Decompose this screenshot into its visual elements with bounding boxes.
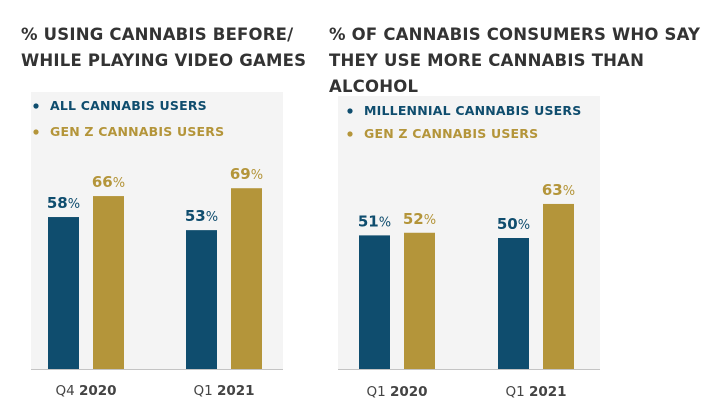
bar-navy-q1-2021 [498,238,529,369]
bar-navy-q4-2020 [48,217,79,369]
chart-left: ALL CANNABIS USERS GEN Z CANNABIS USERS 58… [31,98,283,399]
bar-navy-q1-2021 [186,230,217,369]
chart-title-left-line-1: % USING CANNABIS BEFORE/ [21,25,294,44]
data-label-gold-q1-2021: 63% [542,181,575,199]
tick-label-q1-2021: Q1 2021 [505,384,566,400]
bar-gold-q4-2020 [93,196,124,369]
bar-gold-q1-2020 [404,232,435,369]
data-label-navy-q1-2021: 50% [497,215,530,233]
legend-marker-navy [347,108,353,114]
chart-title-right-line-2: THEY USE MORE CANNABIS THAN ALCOHOL [329,51,645,96]
tick-label-q1-2021: Q1 2021 [193,383,254,399]
legend-label-navy: ALL CANNABIS USERS [50,98,207,113]
chart-title-right: % OF CANNABIS CONSUMERS WHO SAY THEY USE… [329,22,723,100]
legend-label-gold: GEN Z CANNABIS USERS [50,124,224,139]
bar-gold-q1-2021 [231,188,262,369]
chart-title-right-line-1: % OF CANNABIS CONSUMERS WHO SAY [329,25,701,44]
legend-marker-gold [347,131,353,137]
data-label-navy-q1-2020: 51% [358,212,391,230]
data-label-navy-q4-2020: 58% [47,194,80,212]
data-label-gold-q1-2020: 52% [403,210,436,228]
bar-gold-q1-2021 [543,203,574,369]
tick-label-q4-2020: Q4 2020 [55,383,116,399]
chart-title-left-line-2: WHILE PLAYING VIDEO GAMES [21,51,307,70]
tick-label-q1-2020: Q1 2020 [366,384,427,400]
legend-label-navy: MILLENNIAL CANNABIS USERS [364,103,581,118]
legend-marker-navy [33,103,39,109]
chart-right: MILLENNIAL CANNABIS USERS GEN Z CANNABIS … [338,103,600,400]
legend-marker-gold [33,129,39,135]
data-label-navy-q1-2021: 53% [185,207,218,225]
bar-navy-q1-2020 [359,235,390,369]
data-label-gold-q1-2021: 69% [230,165,263,183]
legend-label-gold: GEN Z CANNABIS USERS [364,126,538,141]
data-label-gold-q4-2020: 66% [92,173,125,191]
chart-title-left: % USING CANNABIS BEFORE/ WHILE PLAYING V… [21,22,321,74]
